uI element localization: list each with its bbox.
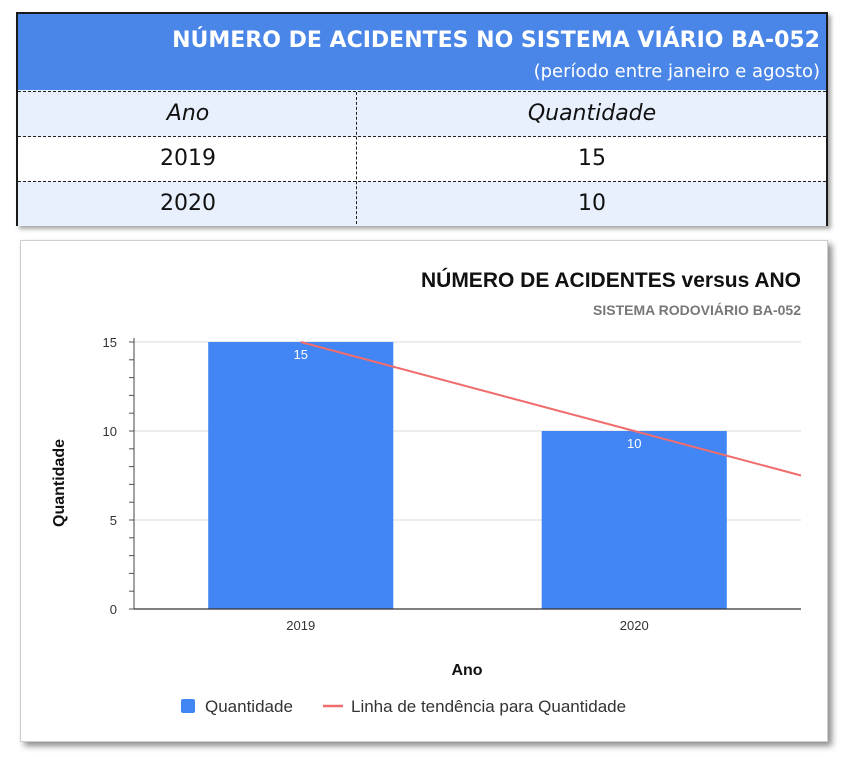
legend: Quantidade Linha de tendência para Quant… <box>181 697 626 716</box>
divider <box>18 91 826 92</box>
y-tick-label: 15 <box>103 335 117 350</box>
y-axis-title: Quantidade <box>51 439 68 527</box>
cell-year: 2019 <box>160 146 216 171</box>
table-subtitle: (período entre janeiro e agosto) <box>533 61 820 82</box>
cell-quantity: 15 <box>578 146 606 171</box>
table-row: 2020 10 <box>18 182 826 226</box>
column-header-ano: Ano <box>166 101 210 126</box>
y-tick-label: 10 <box>103 424 117 439</box>
bar-chart: NÚMERO DE ACIDENTES versus ANO SISTEMA R… <box>51 268 802 716</box>
table-title: NÚMERO DE ACIDENTES NO SISTEMA VIÁRIO BA… <box>172 28 820 53</box>
data-label: 10 <box>627 436 641 451</box>
table-header-band: NÚMERO DE ACIDENTES NO SISTEMA VIÁRIO BA… <box>18 14 826 90</box>
legend-swatch-quantidade <box>181 699 195 713</box>
x-axis-title: Ano <box>451 662 482 679</box>
column-header-quantidade: Quantidade <box>527 101 657 126</box>
divider <box>18 136 826 137</box>
trendline <box>300 341 802 477</box>
x-tick-label: 2020 <box>620 618 649 633</box>
table-header-row: Ano Quantidade <box>18 92 826 136</box>
legend-label-quantidade: Quantidade <box>205 697 293 716</box>
x-tick-label: 2019 <box>286 618 315 633</box>
divider <box>18 181 826 182</box>
legend-label-trendline: Linha de tendência para Quantidade <box>351 697 626 716</box>
bar-2020 <box>541 431 727 609</box>
data-label: 15 <box>294 347 308 362</box>
chart-subtitle: SISTEMA RODOVIÁRIO BA-052 <box>593 302 801 318</box>
chart-card: NÚMERO DE ACIDENTES versus ANO SISTEMA R… <box>20 240 828 742</box>
bar-2019 <box>208 342 394 609</box>
accidents-table: NÚMERO DE ACIDENTES NO SISTEMA VIÁRIO BA… <box>16 12 828 226</box>
chart-title: NÚMERO DE ACIDENTES versus ANO <box>421 268 801 292</box>
column-divider <box>356 92 357 224</box>
cell-year: 2020 <box>160 191 216 216</box>
y-tick-label: 0 <box>110 602 117 617</box>
table-row: 2019 15 <box>18 137 826 181</box>
y-tick-label: 5 <box>110 513 117 528</box>
cell-quantity: 10 <box>578 191 606 216</box>
